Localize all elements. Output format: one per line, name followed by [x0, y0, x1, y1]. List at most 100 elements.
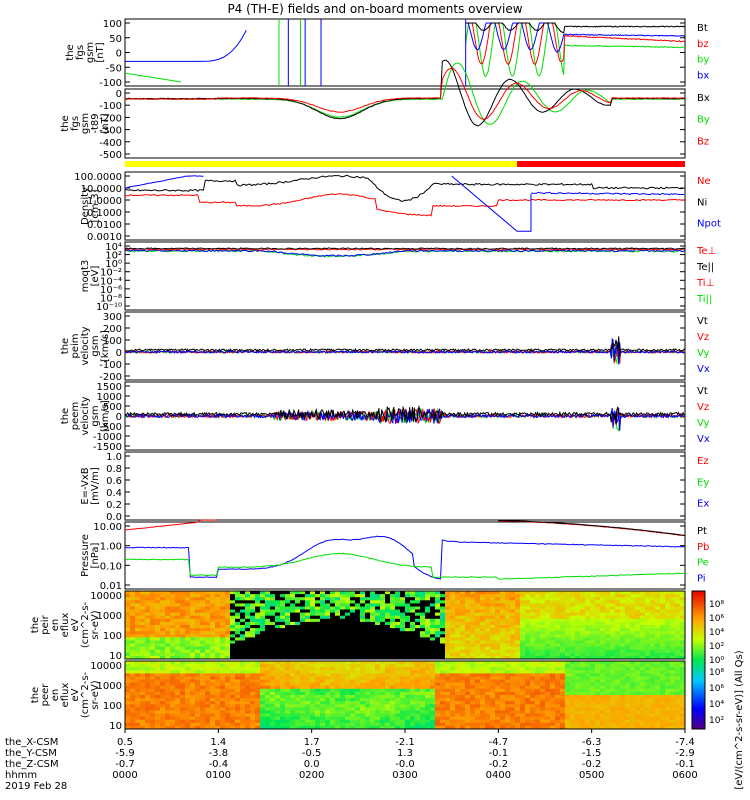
- spectrogram-cell: [280, 701, 286, 705]
- spectrogram-cell: [140, 695, 146, 699]
- spectrogram-cell: [465, 670, 471, 674]
- spectrogram-cell: [355, 688, 361, 693]
- spectrogram-cell: [550, 637, 556, 641]
- spectrogram-cell: [230, 685, 236, 690]
- spectrogram-cell: [580, 618, 586, 623]
- spectrogram-cell: [560, 716, 566, 721]
- spectrogram-cell: [405, 713, 411, 718]
- spectrogram-cell: [600, 637, 606, 641]
- spectrogram-cell: [180, 695, 186, 699]
- spectrogram-cell: [590, 685, 596, 690]
- y-tick-label: 0.10: [100, 561, 122, 572]
- spectrogram-cell: [260, 713, 266, 718]
- spectrogram-cell: [245, 606, 251, 611]
- spectrogram-cell: [610, 640, 616, 645]
- spectrogram-cell: [245, 719, 251, 724]
- spectrogram-cell: [425, 719, 431, 724]
- spectrogram-cell: [335, 612, 341, 617]
- spectrogram-cell: [575, 652, 581, 657]
- spectrogram-cell: [420, 667, 426, 671]
- spectrogram-cell: [340, 606, 346, 611]
- spectrogram-cell: [500, 685, 506, 690]
- spectrogram-cell: [290, 713, 296, 718]
- spectrogram-cell: [160, 704, 166, 708]
- spectrogram-cell: [480, 621, 486, 626]
- spectrogram-cell: [340, 646, 346, 651]
- spectrogram-cell: [420, 685, 426, 690]
- spectrogram-cell: [200, 634, 206, 638]
- spectrogram-cell: [195, 621, 201, 626]
- spectrogram-cell: [360, 591, 366, 595]
- spectrogram-cell: [600, 682, 606, 687]
- spectrogram-cell: [555, 719, 561, 724]
- spectrogram-cell: [605, 606, 611, 611]
- spectrogram-cell: [300, 655, 306, 660]
- spectrogram-cell: [520, 631, 526, 635]
- spectrogram-cell: [185, 695, 191, 699]
- spectrogram-cell: [310, 698, 316, 702]
- spectrogram-cell: [620, 698, 626, 702]
- spectrogram-cell: [325, 612, 331, 617]
- spectrogram-cell: [270, 603, 276, 607]
- spectrogram-cell: [585, 625, 591, 629]
- spectrogram-cell: [485, 643, 491, 648]
- spectrogram-cell: [455, 603, 461, 607]
- spectrogram-cell: [385, 679, 391, 684]
- spectrogram-cell: [350, 685, 356, 690]
- spectrogram-cell: [575, 612, 581, 617]
- spectrogram-cell: [235, 691, 241, 696]
- spectrogram-cell: [215, 646, 221, 651]
- spectrogram-cell: [350, 701, 356, 705]
- spectrogram-cell: [230, 597, 236, 601]
- spectrogram-cell: [455, 685, 461, 690]
- spectrogram-cell: [205, 673, 211, 677]
- spectrogram-cell: [530, 634, 536, 638]
- spectrogram-cell: [680, 606, 686, 611]
- spectrogram-cell: [620, 646, 626, 651]
- spectrogram-cell: [420, 664, 426, 668]
- y-axis-label: the: [30, 687, 41, 703]
- spectrogram-cell: [210, 719, 216, 724]
- spectrogram-cell: [365, 664, 371, 668]
- spectrogram-cell: [620, 725, 626, 730]
- spectrogram-cell: [165, 695, 171, 699]
- spectrogram-cell: [545, 710, 551, 715]
- spectrogram-cell: [585, 618, 591, 623]
- spectrogram-cell: [405, 722, 411, 727]
- spectrogram-cell: [315, 695, 321, 699]
- spectrogram-cell: [175, 634, 181, 638]
- spectrogram-cell: [305, 625, 311, 629]
- spectrogram-cell: [195, 707, 201, 711]
- spectrogram-cell: [300, 643, 306, 648]
- spectrogram-cell: [450, 695, 456, 699]
- spectrogram-cell: [510, 625, 516, 629]
- spectrogram-cell: [525, 725, 531, 730]
- spectrogram-cell: [275, 597, 281, 601]
- spectrogram-cell: [490, 618, 496, 623]
- spectrogram-cell: [160, 606, 166, 611]
- spectrogram-cell: [275, 688, 281, 693]
- spectrogram-cell: [205, 704, 211, 708]
- spectrogram-cell: [595, 710, 601, 715]
- series-line-Te-par: [124, 247, 686, 250]
- spectrogram-cell: [435, 615, 441, 620]
- spectrogram-cell: [620, 643, 626, 648]
- spectrogram-cell: [270, 664, 276, 668]
- spectrogram-cell: [555, 688, 561, 693]
- spectrogram-cell: [575, 631, 581, 635]
- spectrogram-cell: [565, 676, 571, 681]
- spectrogram-cell: [560, 682, 566, 687]
- spectrogram-cell: [445, 722, 451, 727]
- spectrogram-cell: [565, 600, 571, 604]
- spectrogram-cell: [125, 655, 131, 660]
- spectrogram-cell: [595, 688, 601, 693]
- spectrogram-cell: [660, 649, 666, 654]
- spectrogram-cell: [655, 600, 661, 604]
- spectrogram-cell: [580, 664, 586, 668]
- spectrogram-cell: [575, 615, 581, 620]
- spectrogram-cell: [475, 594, 481, 598]
- spectrogram-cell: [530, 649, 536, 654]
- spectrogram-cell: [435, 621, 441, 626]
- spectrogram-cell: [495, 606, 501, 611]
- spectrogram-cell: [435, 661, 441, 665]
